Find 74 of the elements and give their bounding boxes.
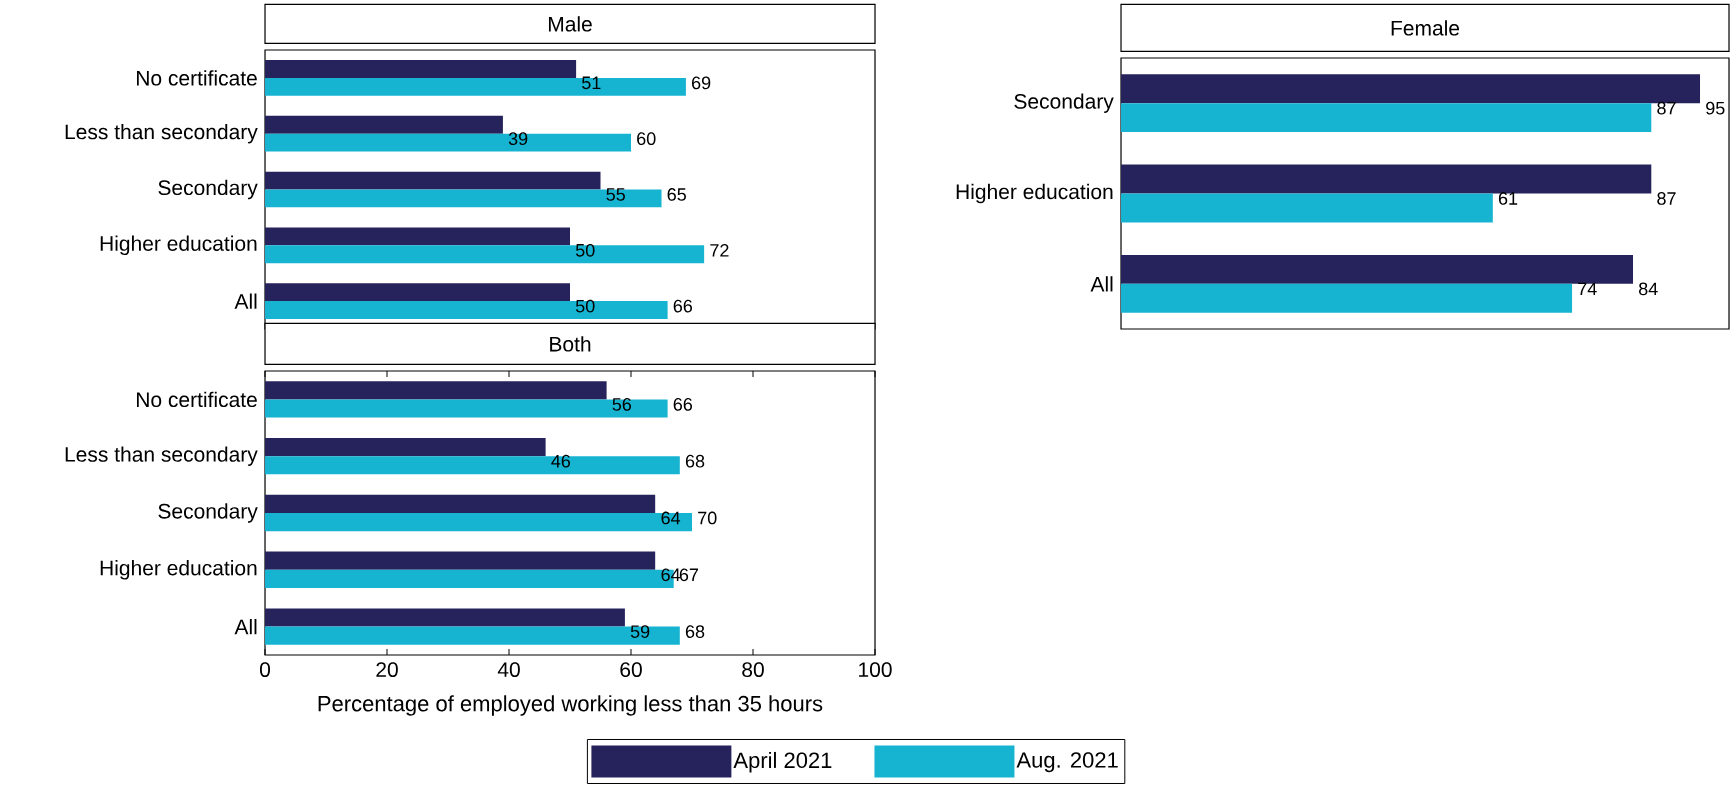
data-label: 60: [637, 132, 656, 146]
bar: [265, 189, 662, 208]
data-label: 68: [685, 625, 705, 638]
bar: [265, 77, 686, 96]
data-label: 61: [1498, 192, 1518, 205]
y-tick-label: No certificate: [136, 391, 257, 408]
x-tick-label: 40: [497, 662, 520, 678]
data-label: 95: [1706, 101, 1725, 115]
bar: [265, 115, 503, 134]
x-tick-label: 20: [376, 662, 398, 678]
chart-title: Both: [550, 336, 591, 352]
data-label: 74: [1578, 282, 1597, 296]
bar: [1121, 164, 1652, 194]
data-label: 59: [630, 625, 650, 638]
chart-title: Male: [548, 16, 592, 32]
chart-title: Female: [1391, 20, 1460, 36]
data-label: 66: [673, 299, 693, 313]
data-label: 51: [582, 76, 601, 90]
y-tick-label: Higher education: [100, 235, 257, 256]
y-tick-label: All: [234, 618, 257, 635]
y-tick-label: Secondary: [158, 179, 258, 200]
bar: [1121, 193, 1493, 223]
bar: [1121, 283, 1573, 313]
data-label: 50: [575, 299, 595, 313]
bar: [265, 171, 601, 190]
data-label: 87: [1657, 101, 1676, 115]
x-tick-label: 100: [859, 662, 892, 678]
data-label: 46: [551, 454, 571, 468]
x-tick-label: 80: [742, 662, 764, 678]
text: April 2021: [733, 751, 832, 773]
bar: [265, 301, 668, 319]
bar: [265, 494, 656, 513]
bar: [265, 60, 577, 78]
y-tick-label: Secondary: [1014, 93, 1114, 113]
bar: [1121, 103, 1652, 133]
y-tick-label: All: [234, 293, 257, 309]
bar: [265, 283, 571, 302]
data-label: 65: [667, 188, 686, 201]
x-tick-label: 0: [259, 662, 271, 678]
data-label: 68: [685, 454, 705, 468]
data-label: 50: [575, 243, 595, 257]
data-label: 84: [1638, 282, 1658, 296]
y-tick-label: No certificate: [136, 70, 257, 86]
data-label: 87: [1657, 192, 1676, 205]
bar: [265, 245, 705, 264]
bar: [265, 381, 607, 400]
bar: [265, 227, 571, 246]
bar: [265, 626, 680, 645]
y-tick-label: All: [1090, 276, 1113, 292]
y-tick-label: Higher education: [956, 183, 1113, 204]
bar: [265, 399, 668, 418]
data-label: 56: [612, 398, 632, 411]
bar: [265, 456, 680, 475]
bar: [265, 133, 632, 152]
bar: [1121, 254, 1634, 284]
bar: [265, 512, 693, 532]
y-tick-label: Less than secondary: [65, 446, 258, 466]
text: Aug. 2021: [1016, 752, 1118, 773]
x-tick-label: 60: [620, 662, 642, 678]
data-label: 39: [508, 132, 528, 146]
x-axis-title: Percentage of employed working less than 35 hours: [318, 695, 823, 716]
data-label: 72: [710, 244, 729, 257]
data-label: 64: [661, 511, 681, 525]
bar: [265, 438, 546, 457]
data-label: 69: [692, 76, 711, 90]
data-label: 55: [606, 188, 625, 201]
data-label: 67: [679, 568, 699, 582]
bar: [265, 608, 625, 627]
y-tick-label: Higher education: [100, 560, 257, 580]
y-tick-label: Secondary: [158, 503, 258, 523]
bar: [265, 551, 656, 570]
data-label: 70: [698, 511, 717, 525]
y-tick-label: Less than secondary: [65, 123, 258, 144]
data-label: 66: [673, 398, 693, 411]
